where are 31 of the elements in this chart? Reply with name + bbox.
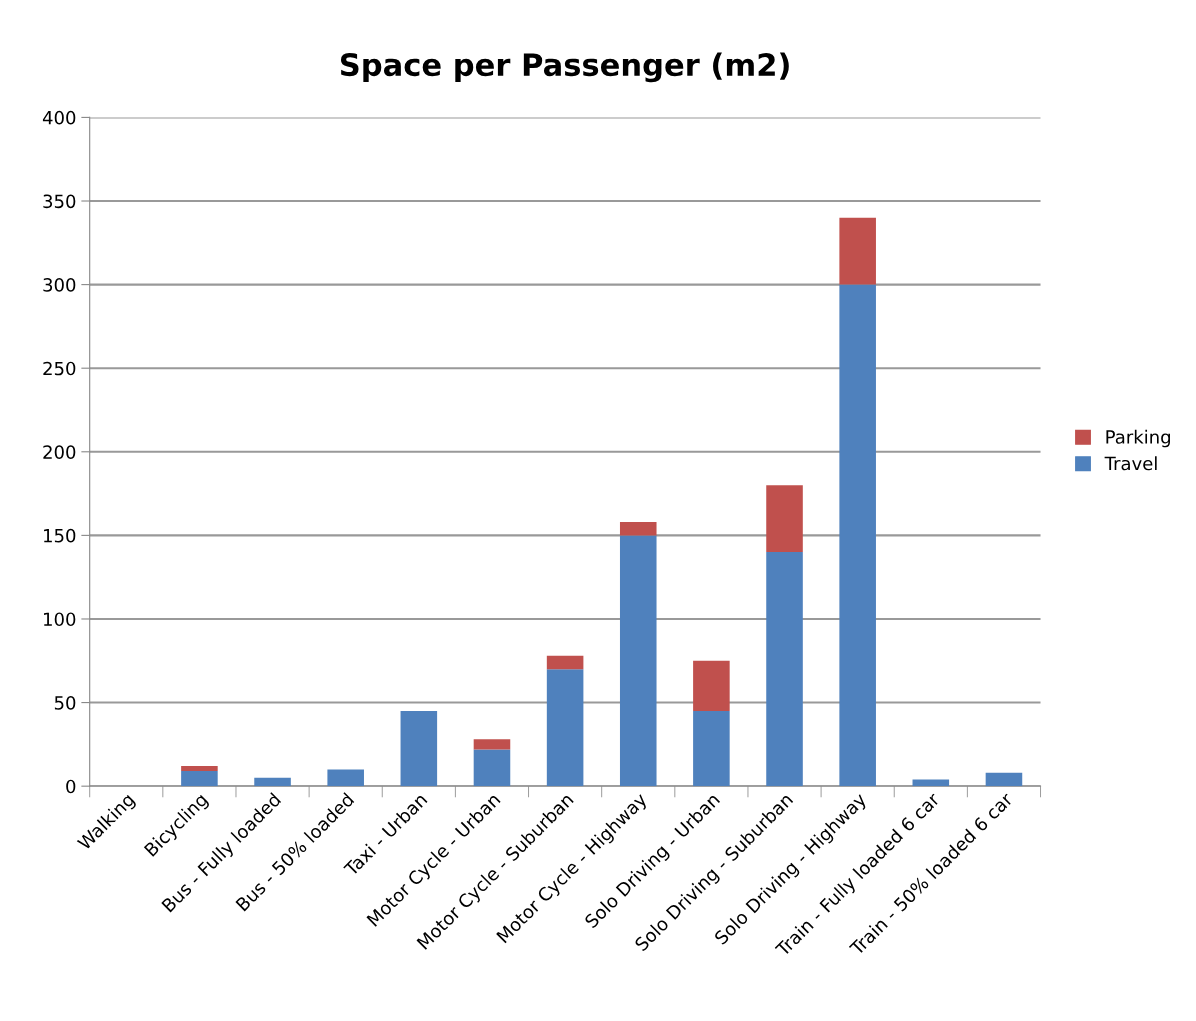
- bar: [985, 772, 1023, 787]
- y-tick-label: 350: [43, 194, 76, 209]
- y-tick-label: 150: [44, 528, 76, 543]
- bar: [254, 777, 291, 787]
- bar: [693, 710, 730, 787]
- bar: [546, 655, 584, 670]
- bar: [766, 485, 803, 553]
- y-tick-label: 0: [66, 779, 76, 794]
- bar: [473, 739, 511, 750]
- y-tick-label: 250: [43, 361, 76, 376]
- bar: [546, 669, 584, 787]
- chart-title: Space per Passenger (m2): [340, 52, 789, 83]
- bar: [693, 660, 730, 711]
- y-tick-label: 300: [43, 278, 76, 292]
- bar: [327, 769, 364, 787]
- bar: [912, 779, 950, 787]
- bar: [473, 749, 511, 787]
- bar: [839, 217, 876, 285]
- bar: [619, 522, 657, 536]
- bar: [400, 710, 438, 787]
- legend-label: Travel: [1104, 456, 1157, 471]
- bar: [181, 766, 218, 772]
- y-tick-label: 200: [43, 445, 76, 459]
- bar: [619, 535, 657, 787]
- legend-label: Parking: [1106, 429, 1170, 448]
- bar: [766, 552, 803, 787]
- y-tick-label: 100: [44, 612, 76, 627]
- y-tick-label: 50: [54, 696, 76, 710]
- bar: [839, 284, 876, 787]
- bar: [181, 771, 218, 787]
- y-tick-label: 400: [42, 110, 76, 125]
